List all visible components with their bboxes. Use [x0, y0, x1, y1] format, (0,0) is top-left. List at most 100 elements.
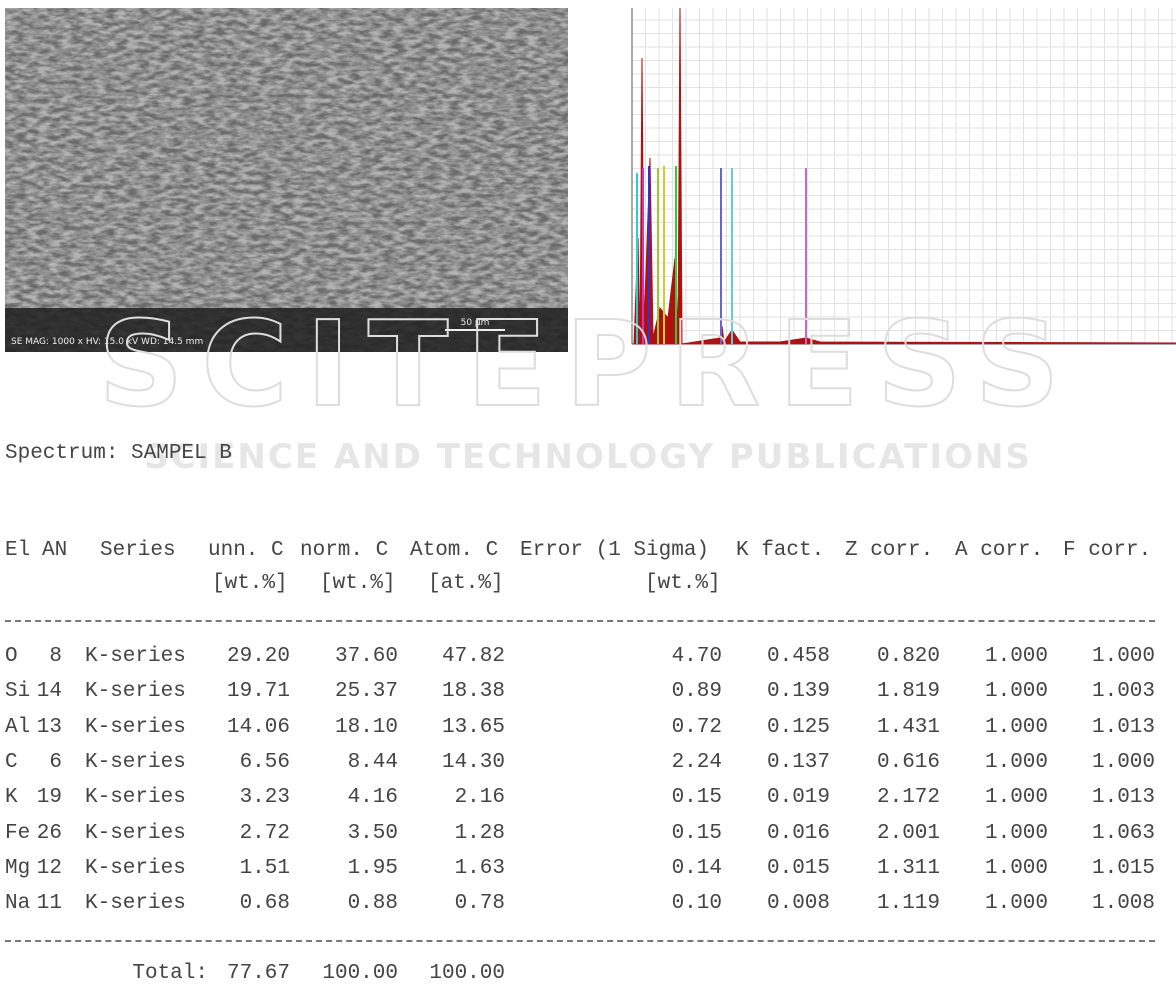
table-cell: 6	[49, 750, 62, 774]
table-cell: 1.000	[984, 715, 1048, 739]
table-cell: 1.95	[347, 856, 398, 880]
column-header: F corr.	[1063, 539, 1152, 562]
column-unit: [at.%]	[428, 572, 504, 595]
table-cell: 2.001	[876, 821, 940, 845]
table-cell: 19	[36, 786, 62, 810]
table-cell: 13	[36, 715, 62, 739]
table-cell: 13.65	[441, 715, 505, 739]
column-header: Error (1 Sigma)	[520, 539, 710, 562]
table-cell: 3.50	[347, 821, 398, 845]
table-cell: K	[5, 786, 18, 810]
table-cell: 0.15	[671, 786, 722, 810]
table-cell: 0.019	[766, 786, 830, 810]
watermark: SCITEPRESS SCIENCE AND TECHNOLOGY PUBLIC…	[97, 300, 1077, 477]
rule	[5, 940, 1155, 942]
table-cell: 0.14	[671, 856, 722, 880]
table-cell: 1.819	[876, 680, 940, 704]
table-cell: K-series	[85, 750, 186, 774]
column-header: K fact.	[736, 539, 825, 562]
sem-scale: 50 µm	[461, 318, 490, 328]
table-cell: 0.10	[671, 892, 722, 916]
table-cell: 25.37	[334, 680, 398, 704]
table-cell: 2.16	[454, 786, 505, 810]
total-value: 100.00	[429, 962, 505, 985]
table-cell: 0.72	[671, 715, 722, 739]
table-cell: 2.172	[876, 786, 940, 810]
table-cell: 14	[36, 680, 62, 704]
table-cell: C	[5, 750, 18, 774]
table-cell: O	[5, 645, 18, 668]
eds-spectrum	[631, 8, 1176, 345]
table-cell: 1.28	[454, 821, 505, 845]
table-cell: 1.063	[1091, 821, 1155, 845]
table-cell: 11	[36, 892, 62, 916]
table-cell: Fe	[5, 821, 31, 845]
table-cell: 1.000	[984, 750, 1048, 774]
table-cell: 14.06	[226, 715, 290, 739]
table-cell: 1.51	[239, 856, 290, 880]
column-unit: [wt.%]	[212, 572, 288, 595]
table-cell: 4.16	[347, 786, 398, 810]
table-cell: 0.016	[766, 821, 830, 845]
table-cell: Al	[5, 715, 31, 739]
table-cell: 0.616	[876, 750, 940, 774]
table-cell: 4.70	[671, 645, 722, 668]
table-cell: 0.125	[766, 715, 830, 739]
sem-image: SE MAG: 1000 x HV: 15.0 kV WD: 14.5 mm 5…	[5, 8, 568, 352]
table-cell: 0.78	[454, 892, 505, 916]
table-cell: 14.30	[441, 750, 505, 774]
table-cell: 3.23	[239, 786, 290, 810]
table-cell: 0.137	[766, 750, 830, 774]
table-cell: 18.38	[441, 680, 505, 704]
table-cell: K-series	[85, 786, 186, 810]
table-cell: Mg	[5, 856, 31, 880]
total-value: 77.67	[226, 962, 290, 985]
column-header: unn. C	[208, 539, 284, 562]
table-cell: 0.139	[766, 680, 830, 704]
table-cell: 0.88	[347, 892, 398, 916]
table-cell: 1.119	[876, 892, 940, 916]
watermark-brand: SCITEPRESS	[98, 300, 1077, 433]
column-header: El	[5, 539, 31, 562]
table-cell: K-series	[85, 856, 186, 880]
table-cell: 12	[36, 856, 62, 880]
table-cell: 47.82	[441, 645, 505, 668]
table-cell: 1.013	[1091, 786, 1155, 810]
spectrum-title: Spectrum: SAMPEL B	[5, 442, 232, 465]
table-cell: 1.311	[876, 856, 940, 880]
table-cell: K-series	[85, 821, 186, 845]
sem-info: SE MAG: 1000 x HV: 15.0 kV WD: 14.5 mm	[11, 337, 203, 347]
table-cell: 1.63	[454, 856, 505, 880]
column-header: Atom. C	[410, 539, 499, 562]
table-cell: K-series	[85, 715, 186, 739]
table-cell: Na	[5, 892, 31, 916]
table-cell: 0.89	[671, 680, 722, 704]
table-cell: 0.015	[766, 856, 830, 880]
table-cell: 0.820	[876, 645, 940, 668]
table-cell: 2.72	[239, 821, 290, 845]
table-cell: 1.000	[1091, 645, 1155, 668]
column-unit: [wt.%]	[320, 572, 396, 595]
table-cell: 1.000	[984, 645, 1048, 668]
table-cell: K-series	[85, 892, 186, 916]
table-cell: Si	[5, 680, 31, 704]
table-cell: 29.20	[226, 645, 290, 668]
table-cell: 8.44	[347, 750, 398, 774]
table-cell: 19.71	[226, 680, 290, 704]
table-cell: 18.10	[334, 715, 398, 739]
table-cell: 1.003	[1091, 680, 1155, 704]
table-cell: 1.000	[984, 892, 1048, 916]
table-cell: 6.56	[239, 750, 290, 774]
table-cell: 1.008	[1091, 892, 1155, 916]
table-cell: 37.60	[334, 645, 398, 668]
table-cell: 0.458	[766, 645, 830, 668]
watermark-tagline: SCIENCE AND TECHNOLOGY PUBLICATIONS	[144, 437, 1032, 477]
table-cell: 1.000	[1091, 750, 1155, 774]
column-header: A corr.	[955, 539, 1044, 562]
table-cell: 1.015	[1091, 856, 1155, 880]
table-cell: 1.013	[1091, 715, 1155, 739]
column-header: AN	[42, 539, 68, 562]
table-cell: 26	[36, 821, 62, 845]
table-cell: 1.000	[984, 680, 1048, 704]
